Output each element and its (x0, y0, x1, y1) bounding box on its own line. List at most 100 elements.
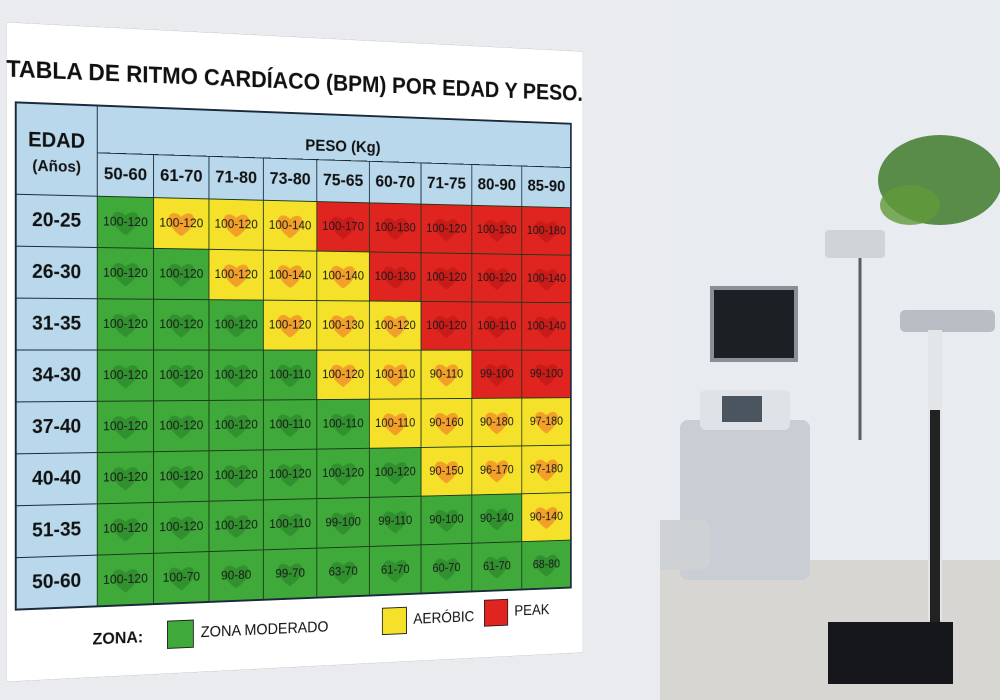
room-background (660, 0, 1000, 700)
bpm-range: 90-80 (221, 567, 251, 583)
zone-cell (369, 399, 421, 448)
heart-icon (168, 314, 195, 338)
bpm-range: 100-140 (527, 318, 566, 332)
zone-cell (421, 204, 472, 254)
legend-text: AERÓBIC (413, 607, 474, 628)
age-label: 50-60 (32, 570, 81, 594)
zone-cell (472, 205, 522, 254)
legend-text: PEAK (514, 602, 549, 619)
zone-cell (421, 301, 472, 350)
bpm-range: 63-70 (329, 563, 358, 578)
heart-icon (168, 415, 195, 439)
heart-icon (112, 466, 139, 491)
heart-icon (168, 364, 195, 389)
bpm-range: 90-140 (480, 510, 514, 525)
heart-icon (168, 465, 195, 490)
bpm-range: 100-170 (322, 218, 364, 233)
bpm-range: 100-120 (215, 517, 258, 533)
age-cell (16, 504, 98, 558)
bpm-range: 68-80 (533, 556, 560, 571)
age-cell (16, 194, 98, 247)
weight-header-cell (97, 106, 571, 168)
age-cell (16, 298, 98, 350)
ultrasound-machine (680, 420, 810, 580)
zone-cell (369, 496, 421, 546)
bpm-range: 100-130 (322, 317, 364, 332)
bpm-range: 100-110 (269, 367, 311, 382)
bpm-range: 100-180 (527, 223, 566, 238)
age-label: 40-40 (32, 467, 81, 490)
bpm-range: 100-120 (159, 215, 203, 231)
bpm-range: 100-120 (269, 466, 311, 481)
zone-cell (263, 548, 316, 600)
bpm-range: 100-120 (103, 418, 148, 433)
bpm-range: 100-120 (159, 265, 203, 280)
zone-cell (209, 400, 263, 451)
column-header: 71-75 (427, 173, 466, 193)
zone-cell (317, 301, 370, 351)
zone-cell (421, 398, 472, 447)
column-header-cell (154, 155, 209, 199)
column-header: 60-70 (375, 171, 415, 191)
bpm-range: 90-160 (429, 415, 463, 430)
heart-icon (277, 314, 303, 338)
bpm-range: 100-110 (375, 366, 415, 380)
column-header: 61-70 (160, 165, 203, 186)
heart-icon (112, 262, 139, 287)
zone-cell (472, 446, 522, 495)
bpm-range: 99-100 (325, 514, 360, 529)
bpm-range: 90-140 (530, 509, 563, 524)
legend-text: ZONA MODERADO (201, 619, 329, 641)
ultrasound-screen (722, 396, 762, 422)
zone-cell (209, 350, 263, 400)
bpm-range: 100-110 (477, 318, 516, 332)
legend-swatch (168, 620, 194, 648)
bpm-range: 99-100 (480, 366, 514, 380)
column-header-cell (369, 161, 421, 204)
bpm-range: 96-170 (480, 462, 514, 477)
bpm-range: 100-120 (103, 570, 148, 586)
age-label: 51-35 (32, 518, 81, 541)
heart-icon (168, 212, 195, 237)
zone-cell (317, 350, 370, 400)
bpm-range: 100-120 (103, 213, 148, 229)
bpm-range: 100-120 (215, 266, 258, 281)
age-label: 26-30 (32, 260, 81, 283)
bpm-range: 100-110 (375, 415, 415, 430)
bpm-range: 100-120 (103, 367, 148, 382)
heart-icon (168, 263, 195, 287)
bpm-range: 100-110 (269, 416, 311, 431)
heart-icon (277, 364, 303, 388)
column-header: 73-80 (270, 168, 311, 189)
zone-cell (421, 495, 472, 545)
bpm-range: 90-180 (480, 414, 514, 428)
column-header-cell (317, 160, 370, 203)
zone-cell (154, 501, 209, 553)
zone-cell (317, 202, 370, 252)
column-header-cell (472, 164, 522, 206)
zone-cell (369, 252, 421, 302)
bpm-range: 100-120 (159, 367, 203, 382)
zone-cell (369, 447, 421, 497)
legend-swatch (382, 607, 406, 634)
age-label: 20-25 (32, 209, 81, 232)
zone-cell (209, 550, 263, 602)
heart-rate-table: TABLA DE RITMO CARDÍACO (BPM) POR EDAD Y… (6, 22, 583, 682)
bpm-range: 100-110 (269, 515, 311, 531)
column-header: 50-60 (104, 163, 147, 184)
zone-cell (263, 499, 316, 550)
zone-cell (154, 552, 209, 605)
bpm-range: 100-120 (215, 216, 258, 232)
bpm-range: 97-180 (530, 461, 563, 476)
zone-cell (263, 300, 316, 350)
bpm-range: 100-120 (426, 269, 466, 284)
zone-cell (97, 553, 153, 606)
zone-cell (317, 497, 370, 548)
weight-header: PESO (Kg) (305, 136, 380, 157)
zone-cell (472, 542, 522, 592)
zone-cell (421, 543, 472, 593)
zone-cell (369, 350, 421, 399)
zone-cell (263, 200, 316, 251)
zone-cell (369, 203, 421, 253)
